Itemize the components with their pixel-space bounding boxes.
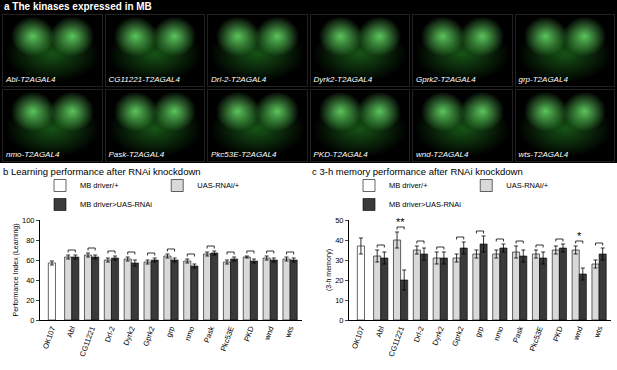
svg-text:30: 30	[335, 256, 343, 265]
svg-text:Gprk2: Gprk2	[141, 325, 156, 347]
svg-text:Dyrk2: Dyrk2	[431, 325, 446, 346]
svg-text:wnd: wnd	[262, 325, 276, 342]
html-text:wts-T2AGAL4: wts-T2AGAL4	[518, 150, 569, 159]
html-text:Gprk2-T2AGAL4: Gprk2-T2AGAL4	[416, 75, 476, 84]
svg-text:wts: wts	[283, 325, 296, 340]
svg-text:*: *	[577, 230, 582, 242]
svg-text:MB driver>UAS-RNAi: MB driver>UAS-RNAi	[389, 200, 461, 209]
html-text:a The kinases expressed in MB: a The kinases expressed in MB	[4, 1, 152, 12]
svg-text:10: 10	[335, 296, 343, 305]
svg-text:b Learning performance after R: b Learning performance after RNAi knockd…	[3, 166, 201, 177]
svg-text:wnd: wnd	[571, 325, 585, 342]
svg-text:OK107: OK107	[350, 325, 366, 350]
svg-text:60: 60	[26, 256, 34, 265]
svg-text:(3-h memory): (3-h memory)	[325, 249, 333, 291]
html-text:Abl-T2AGAL4: Abl-T2AGAL4	[6, 75, 56, 84]
svg-text:CG11221: CG11221	[387, 325, 406, 358]
svg-text:40: 40	[26, 276, 34, 285]
svg-text:Gprk2: Gprk2	[450, 325, 465, 347]
svg-text:grp: grp	[164, 325, 176, 338]
svg-text:Pask: Pask	[202, 325, 216, 344]
svg-text:0: 0	[339, 316, 343, 325]
svg-text:20: 20	[26, 296, 34, 305]
svg-text:PKD: PKD	[242, 325, 256, 343]
html-text:PKD-T2AGAL4: PKD-T2AGAL4	[313, 150, 368, 159]
svg-text:MB driver/+: MB driver/+	[389, 181, 428, 190]
svg-text:wts: wts	[592, 325, 605, 340]
html-text:Drl-2-T2AGAL4: Drl-2-T2AGAL4	[211, 75, 267, 84]
html-text:CG11221-T2AGAL4: CG11221-T2AGAL4	[108, 75, 180, 84]
svg-text:Abl: Abl	[65, 325, 77, 339]
svg-text:Performance Index (Learning): Performance Index (Learning)	[12, 224, 20, 317]
svg-text:Dyrk2: Dyrk2	[122, 325, 137, 346]
svg-text:OK107: OK107	[41, 325, 57, 350]
svg-text:20: 20	[335, 276, 343, 285]
svg-text:100: 100	[22, 216, 35, 225]
html-text:Pask-T2AGAL4: Pask-T2AGAL4	[108, 150, 165, 159]
svg-text:MB driver>UAS-RNAi: MB driver>UAS-RNAi	[80, 200, 152, 209]
html-text:nmo-T2AGAL4: nmo-T2AGAL4	[6, 150, 60, 159]
svg-text:CG11221: CG11221	[78, 325, 97, 358]
svg-text:Pask: Pask	[511, 325, 525, 344]
svg-text:MB driver/+: MB driver/+	[80, 181, 119, 190]
svg-text:0: 0	[30, 316, 34, 325]
svg-text:Drl-2: Drl-2	[103, 325, 117, 343]
svg-text:40: 40	[335, 236, 343, 245]
svg-text:c 3-h memory performance after: c 3-h memory performance after RNAi knoc…	[312, 166, 523, 177]
svg-text:UAS-RNAi/+: UAS-RNAi/+	[506, 181, 549, 190]
svg-text:UAS-RNAi/+: UAS-RNAi/+	[197, 181, 240, 190]
svg-text:50: 50	[335, 216, 343, 225]
svg-text:Pkc53E: Pkc53E	[219, 325, 236, 352]
html-text:Pkc53E-T2AGAL4: Pkc53E-T2AGAL4	[211, 150, 277, 159]
svg-text:grp: grp	[473, 325, 485, 338]
html-text:Dyrk2-T2AGAL4: Dyrk2-T2AGAL4	[313, 75, 373, 84]
html-text:wnd-T2AGAL4: wnd-T2AGAL4	[416, 150, 469, 159]
svg-text:nmo: nmo	[492, 325, 505, 342]
svg-text:nmo: nmo	[183, 325, 196, 342]
html-text:grp-T2AGAL4: grp-T2AGAL4	[518, 75, 568, 84]
svg-text:PKD: PKD	[551, 325, 565, 343]
svg-text:Pkc53E: Pkc53E	[528, 325, 545, 352]
svg-text:Drl-2: Drl-2	[412, 325, 426, 343]
svg-text:80: 80	[26, 236, 34, 245]
svg-text:**: **	[396, 216, 405, 228]
svg-text:Abl: Abl	[374, 325, 386, 339]
